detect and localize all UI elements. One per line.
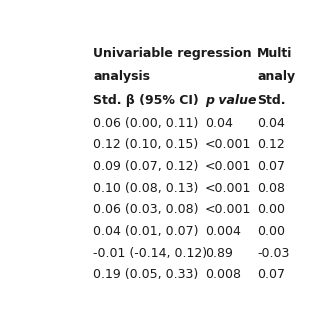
- Text: -0.01 (-0.14, 0.12): -0.01 (-0.14, 0.12): [93, 247, 207, 260]
- Text: 0.008: 0.008: [205, 268, 241, 281]
- Text: 0.04: 0.04: [257, 116, 285, 130]
- Text: 0.07: 0.07: [257, 160, 285, 173]
- Text: 0.00: 0.00: [257, 203, 285, 216]
- Text: analy: analy: [257, 70, 295, 84]
- Text: Std. β (95% CI): Std. β (95% CI): [93, 94, 199, 107]
- Text: p value: p value: [205, 94, 256, 107]
- Text: 0.08: 0.08: [257, 182, 285, 195]
- Text: 0.09 (0.07, 0.12): 0.09 (0.07, 0.12): [93, 160, 199, 173]
- Text: 0.06 (0.00, 0.11): 0.06 (0.00, 0.11): [93, 116, 199, 130]
- Text: 0.10 (0.08, 0.13): 0.10 (0.08, 0.13): [93, 182, 199, 195]
- Text: 0.00: 0.00: [257, 225, 285, 238]
- Text: <0.001: <0.001: [205, 138, 251, 151]
- Text: 0.89: 0.89: [205, 247, 233, 260]
- Text: analysis: analysis: [93, 70, 150, 84]
- Text: Std.: Std.: [257, 94, 285, 107]
- Text: -0.03: -0.03: [257, 247, 289, 260]
- Text: 0.12 (0.10, 0.15): 0.12 (0.10, 0.15): [93, 138, 199, 151]
- Text: <0.001: <0.001: [205, 160, 251, 173]
- Text: 0.04 (0.01, 0.07): 0.04 (0.01, 0.07): [93, 225, 199, 238]
- Text: 0.07: 0.07: [257, 268, 285, 281]
- Text: Univariable regression: Univariable regression: [93, 47, 252, 60]
- Text: 0.06 (0.03, 0.08): 0.06 (0.03, 0.08): [93, 203, 199, 216]
- Text: <0.001: <0.001: [205, 203, 251, 216]
- Text: <0.001: <0.001: [205, 182, 251, 195]
- Text: 0.19 (0.05, 0.33): 0.19 (0.05, 0.33): [93, 268, 199, 281]
- Text: 0.04: 0.04: [205, 116, 233, 130]
- Text: Multi: Multi: [257, 47, 292, 60]
- Text: 0.004: 0.004: [205, 225, 241, 238]
- Text: 0.12: 0.12: [257, 138, 285, 151]
